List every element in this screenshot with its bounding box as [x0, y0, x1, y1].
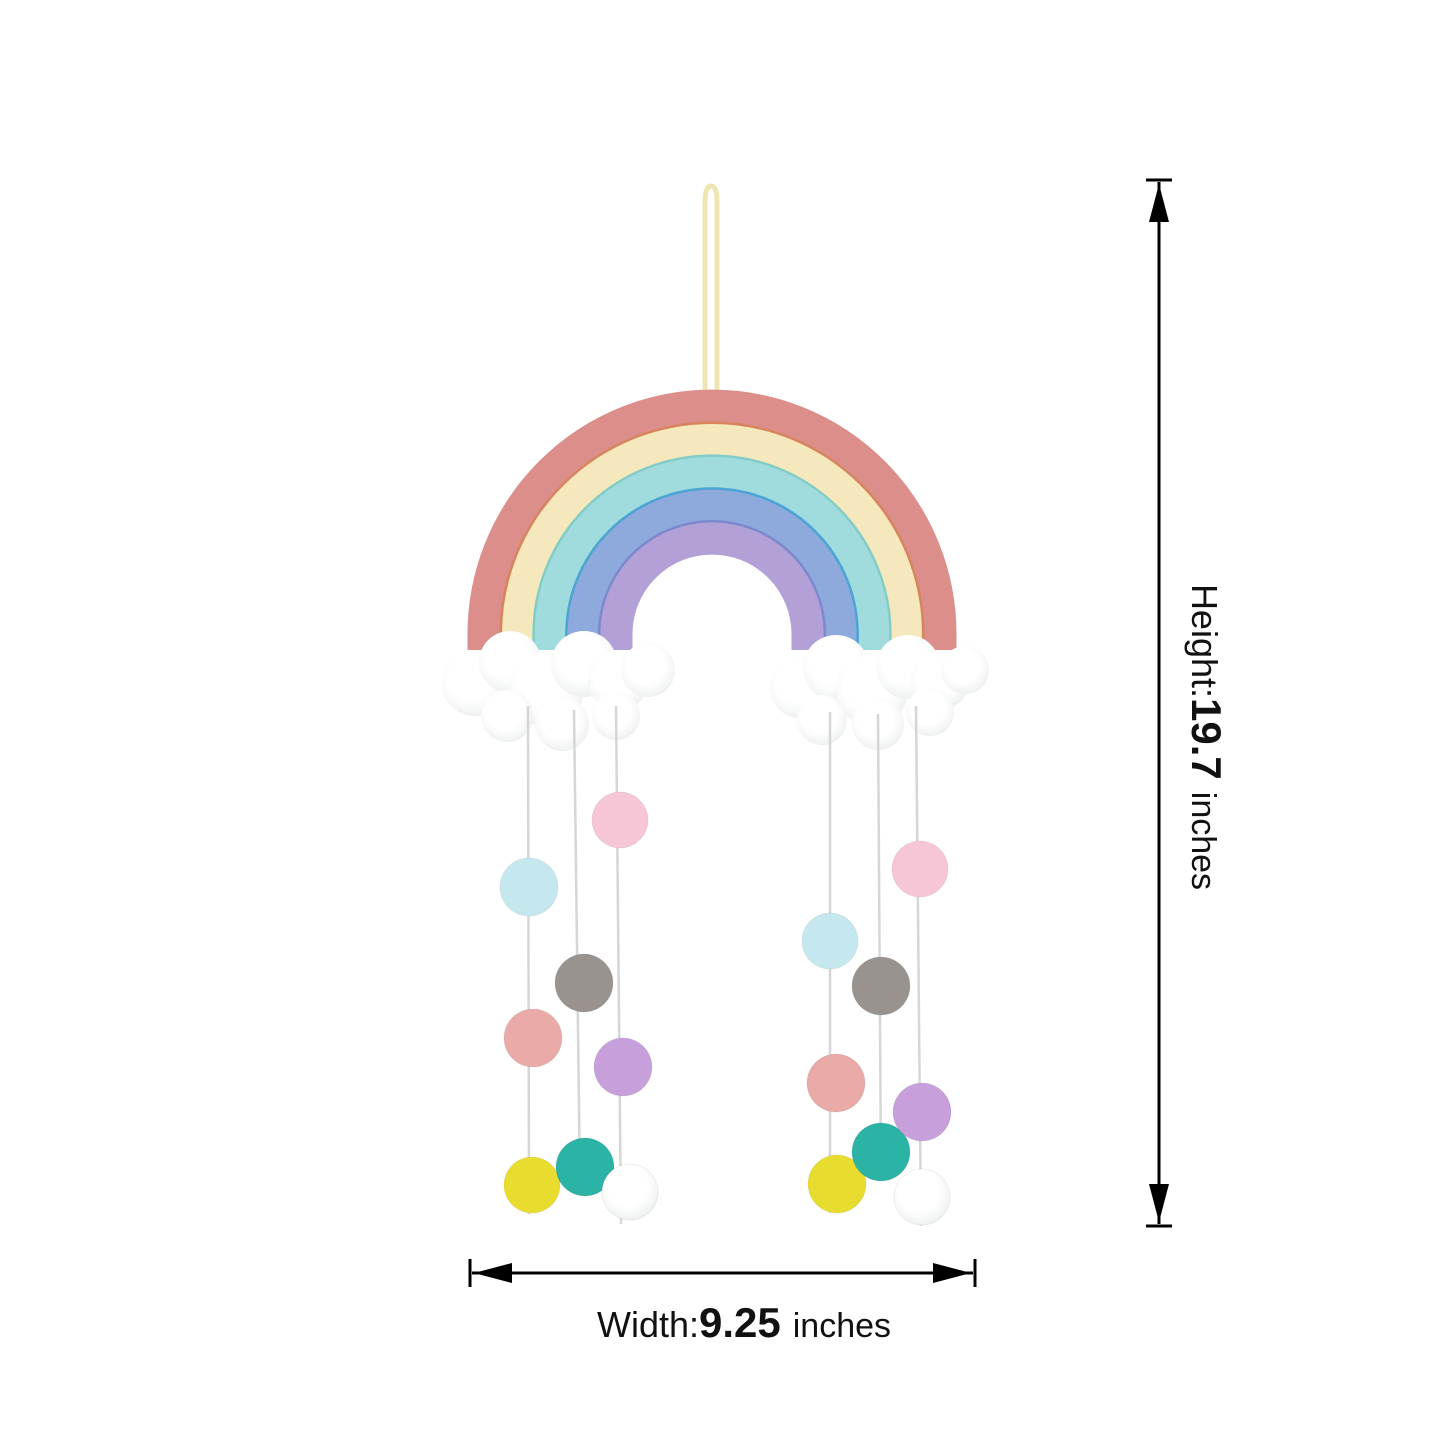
cloud-right-pom [906, 688, 954, 736]
pom-pom-lilac [892, 1082, 952, 1142]
rainbow-arch [467, 389, 957, 650]
left-arrow-icon [474, 1263, 512, 1283]
cloud-left-pom [621, 643, 675, 697]
height-label-value: 19.7 [1183, 698, 1230, 780]
pom-pom-gray [554, 953, 614, 1013]
rainbow-band-cream-yellow [500, 422, 924, 650]
height-label: Height:19.7 inches [1181, 577, 1231, 897]
pom-pom-clouds [442, 631, 989, 751]
cloud-left-pom [481, 690, 533, 742]
pom-string [876, 713, 883, 1173]
pom-pom-yellow [807, 1154, 867, 1214]
pom-string [614, 705, 623, 1225]
pom-pom-yellow [503, 1156, 561, 1214]
pom-pom-teal [555, 1137, 615, 1197]
hanging-cord [702, 183, 720, 394]
width-label-unit: inches [792, 1307, 892, 1345]
width-label: Width:9.25 inches [534, 1298, 954, 1348]
pom-pom-white [601, 1163, 659, 1221]
height-label-prefix: Height: [1184, 583, 1225, 699]
rainbow-band-separator [499, 421, 925, 646]
rainbow-band-rose-pink [467, 389, 957, 650]
pom-pom-pink [891, 840, 949, 898]
pom-pom-garland [499, 791, 952, 1226]
rainbow-band-separator [597, 520, 827, 646]
pom-string [572, 709, 582, 1187]
pom-pom-light-blue [801, 912, 859, 970]
width-label-value: 9.25 [699, 1299, 781, 1346]
pom-pom-lilac [593, 1037, 653, 1097]
width-label-prefix: Width: [596, 1304, 699, 1345]
pom-string [526, 705, 531, 1215]
pom-pom-light-blue [499, 857, 559, 917]
dimension-arrows [468, 178, 1172, 1287]
pom-pom-dusty-rose [503, 1008, 563, 1068]
pom-string [914, 705, 923, 1227]
pom-pom-white [893, 1168, 951, 1226]
rainbow-band-lavender-purple [598, 520, 826, 650]
up-arrow-icon [1149, 184, 1169, 222]
hanging-cord-loop [702, 183, 720, 394]
cloud-right-pom [941, 646, 989, 694]
pom-pom-pink [591, 791, 649, 849]
pom-pom-dusty-rose [806, 1053, 866, 1113]
height-label-unit: inches [1184, 791, 1222, 891]
pom-pom-gray [851, 956, 911, 1016]
rainbow-band-periwinkle-blue [565, 487, 859, 650]
rainbow-band-light-cyan [533, 455, 891, 650]
right-arrow-icon [933, 1263, 971, 1283]
cloud-right-pom [797, 695, 847, 745]
rainbow-band-separator [532, 454, 892, 646]
cloud-left-pom [535, 697, 589, 751]
down-arrow-icon [1149, 1184, 1169, 1222]
rainbow-band-separator [565, 487, 859, 646]
pom-pom-teal [851, 1122, 911, 1182]
